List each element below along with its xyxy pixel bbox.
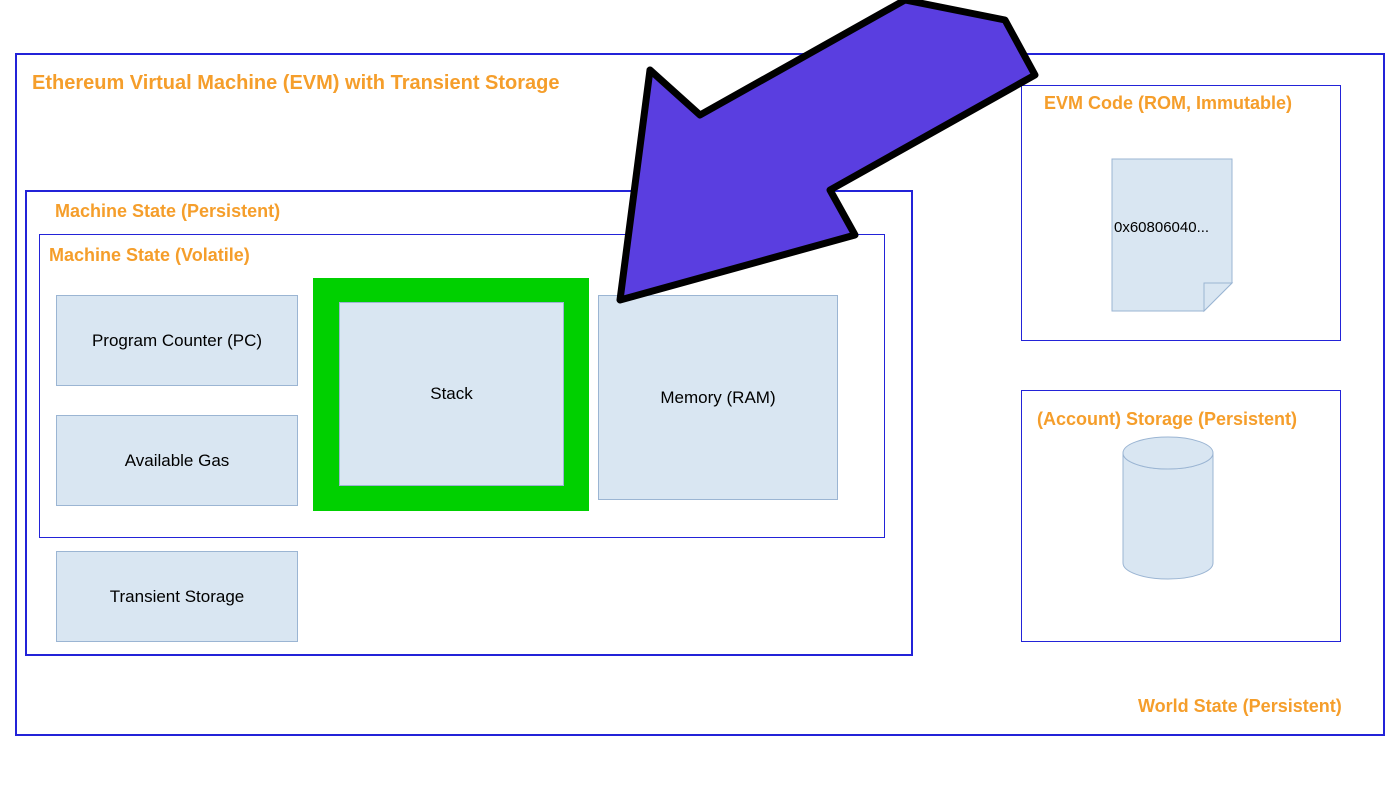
pointer-arrow-icon: [0, 0, 1400, 788]
